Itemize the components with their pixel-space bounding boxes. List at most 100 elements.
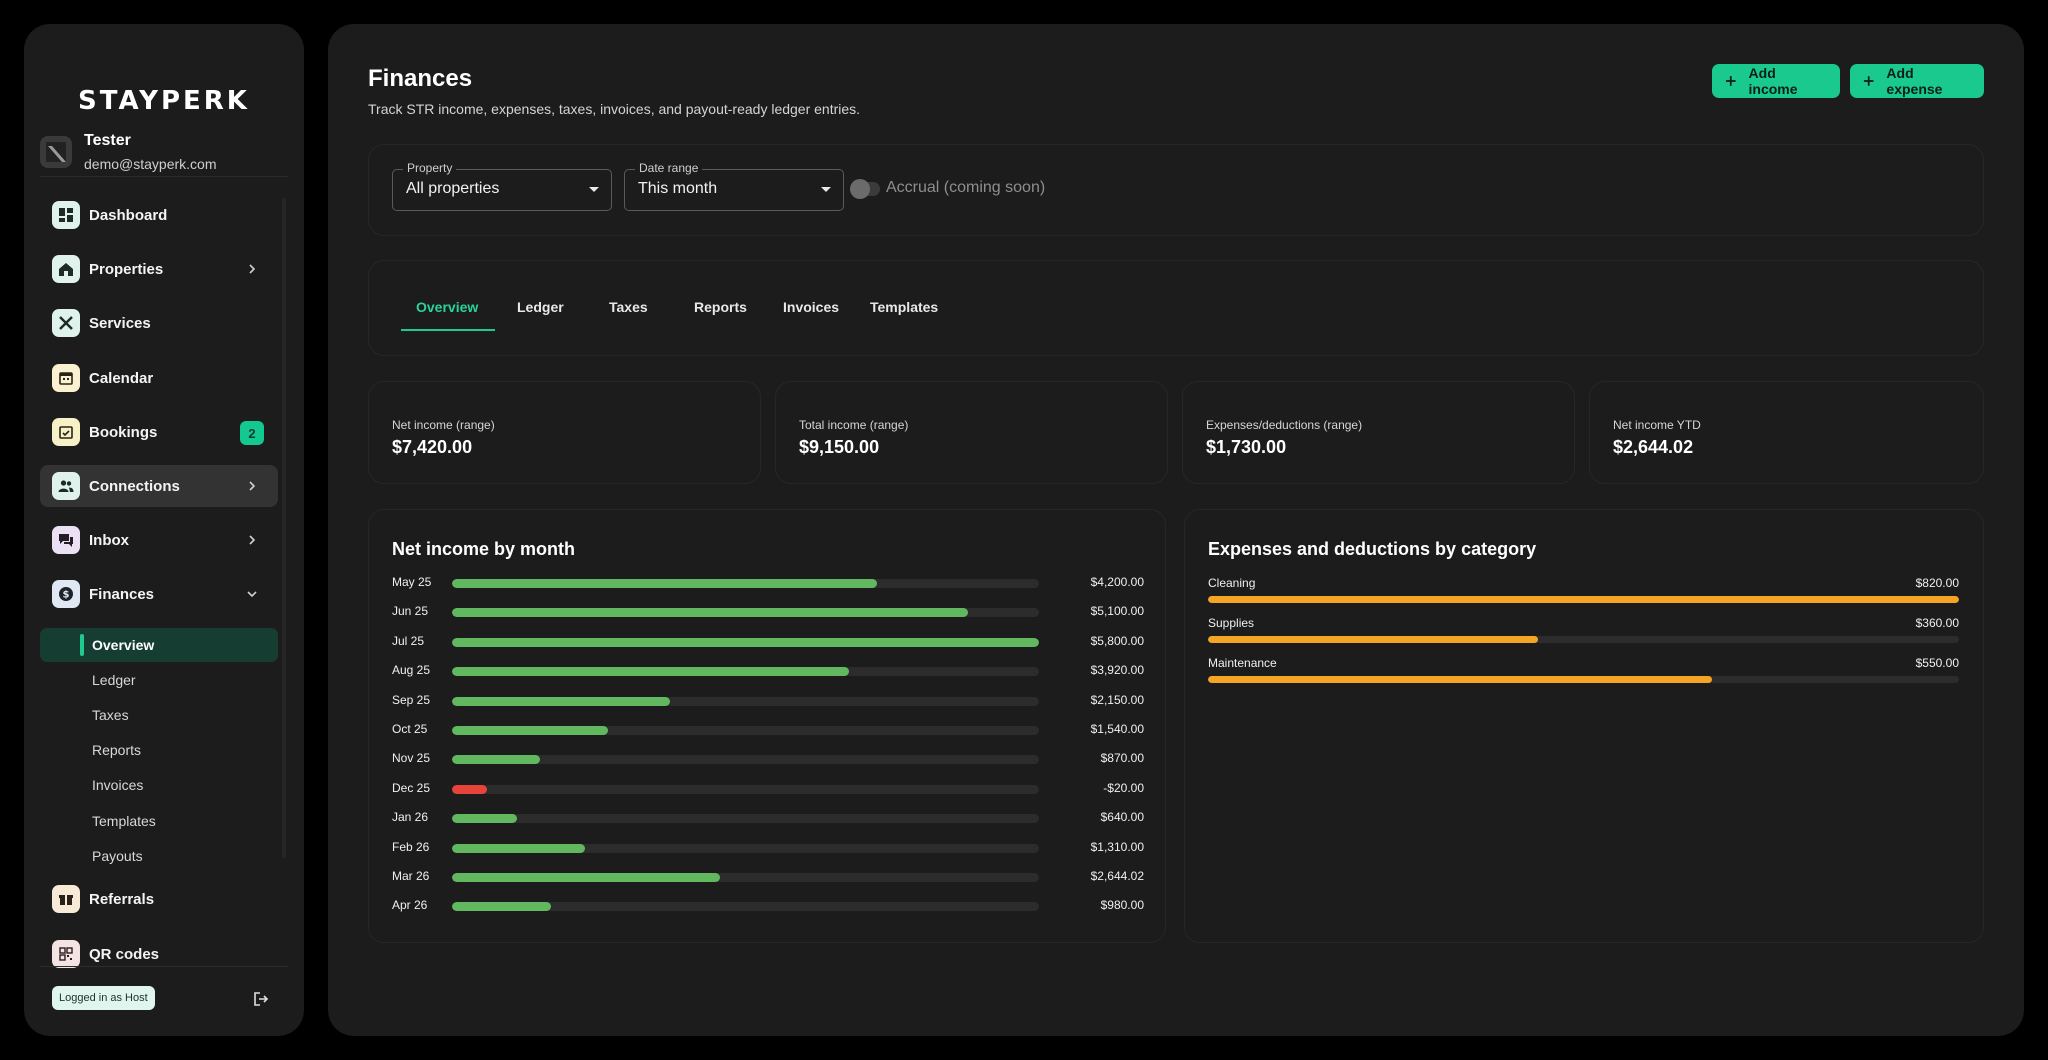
sidebar-item-referrals[interactable]: Referrals — [40, 878, 278, 920]
category-bar-track — [1208, 636, 1959, 643]
sidebar: STAYPERK Tester demo@stayperk.com Dashbo… — [24, 24, 304, 1036]
people-icon — [52, 472, 80, 500]
category-label: Cleaning — [1208, 576, 1256, 590]
finance-subitem-templates[interactable]: Templates — [92, 813, 156, 829]
calendar-check-icon — [52, 418, 80, 446]
finance-subitem-ledger[interactable]: Ledger — [92, 672, 136, 688]
month-value: $870.00 — [1100, 751, 1144, 766]
month-row: Feb 26 $1,310.00 — [392, 838, 1144, 856]
month-value: $2,644.02 — [1090, 869, 1144, 883]
month-bar — [452, 696, 670, 706]
brand-logo[interactable]: STAYPERK — [24, 88, 304, 114]
tab-taxes[interactable]: Taxes — [609, 299, 648, 315]
sidebar-item-finances[interactable]: $ Finances — [40, 573, 278, 615]
sidebar-item-label: Finances — [89, 585, 155, 603]
category-row: Supplies $360.00 — [1208, 616, 1959, 652]
stat-label: Total income (range) — [799, 418, 909, 432]
sidebar-item-qr-codes[interactable]: QR codes — [40, 933, 278, 975]
sidebar-divider — [40, 966, 288, 967]
month-bar — [452, 667, 849, 677]
month-value: $4,200.00 — [1090, 575, 1144, 589]
month-label: Mar 26 — [392, 869, 430, 883]
month-bar — [452, 608, 969, 618]
add-expense-label: Add expense — [1886, 65, 1943, 97]
chevron-right-icon[interactable] — [244, 261, 260, 277]
category-bar-track — [1208, 676, 1959, 683]
month-label: Dec 25 — [392, 780, 431, 795]
sidebar-item-label: Services — [89, 314, 151, 332]
month-bar-track — [452, 814, 1039, 824]
tab-overview[interactable]: Overview — [416, 299, 479, 315]
month-bar — [452, 873, 720, 882]
sidebar-item-inbox[interactable]: Inbox — [40, 519, 278, 561]
month-value: $640.00 — [1100, 810, 1144, 825]
filters-panel: Property All properties Date range This … — [368, 144, 1984, 236]
tab-templates[interactable]: Templates — [870, 299, 939, 315]
sidebar-item-bookings[interactable]: Bookings 2 — [40, 411, 278, 453]
add-income-button[interactable]: Add income — [1712, 64, 1840, 98]
plus-icon — [1725, 76, 1736, 86]
calendar-icon — [52, 364, 80, 392]
finance-subitem-reports[interactable]: Reports — [92, 742, 142, 758]
chart-title: Net income by month — [392, 539, 576, 559]
category-row: Cleaning $820.00 — [1208, 576, 1959, 612]
bookings-count-badge: 2 — [240, 421, 264, 445]
month-row: Mar 26 $2,644.02 — [392, 867, 1144, 885]
property-select[interactable]: Property All properties — [392, 161, 612, 211]
month-row: Sep 25 $2,150.00 — [392, 691, 1144, 709]
qr-code-icon — [52, 940, 80, 968]
date-range-label: Date range — [635, 161, 703, 175]
property-select-label: Property — [403, 161, 457, 175]
accrual-toggle[interactable] — [850, 179, 880, 199]
month-value: $2,150.00 — [1090, 692, 1144, 707]
finance-subitem-invoices[interactable]: Invoices — [92, 777, 144, 793]
category-bar — [1208, 636, 1538, 643]
month-bar — [452, 726, 608, 735]
month-label: May 25 — [392, 575, 432, 589]
month-value: $980.00 — [1100, 898, 1144, 913]
month-bar — [452, 843, 585, 853]
svg-text:$: $ — [63, 590, 70, 601]
stat-label: Expenses/deductions (range) — [1206, 418, 1363, 432]
month-label: Jan 26 — [392, 810, 429, 825]
month-bar-track — [452, 726, 1039, 735]
date-range-select[interactable]: Date range This month — [624, 161, 844, 211]
sidebar-divider — [40, 176, 288, 177]
sidebar-item-dashboard[interactable]: Dashboard — [40, 194, 278, 236]
sidebar-item-connections[interactable]: Connections — [40, 465, 278, 507]
month-value: -$20.00 — [1103, 780, 1144, 795]
month-label: Oct 25 — [392, 722, 428, 736]
accrual-toggle-label: Accrual (coming soon) — [886, 179, 1046, 196]
chevron-down-icon[interactable] — [244, 586, 260, 602]
month-bar — [452, 579, 878, 588]
dashboard-icon — [52, 201, 80, 229]
month-label: Aug 25 — [392, 663, 431, 678]
tab-reports[interactable]: Reports — [694, 299, 747, 315]
sidebar-item-calendar[interactable]: Calendar — [40, 357, 278, 399]
tab-invoices[interactable]: Invoices — [783, 299, 840, 315]
sidebar-item-services[interactable]: Services — [40, 302, 278, 344]
chevron-right-icon[interactable] — [244, 478, 260, 494]
category-label: Supplies — [1208, 616, 1255, 630]
chevron-right-icon[interactable] — [244, 532, 260, 548]
home-icon — [52, 255, 80, 283]
month-label: Feb 26 — [392, 839, 430, 854]
finance-tabs: Overview Ledger Taxes Reports Invoices T… — [368, 260, 1984, 356]
category-value: $820.00 — [1915, 576, 1959, 590]
chart-title: Expenses and deductions by category — [1208, 539, 1537, 559]
sidebar-item-properties[interactable]: Properties — [40, 248, 278, 290]
finance-subitem-payouts[interactable]: Payouts — [92, 848, 143, 864]
finance-subitem-overview[interactable]: Overview — [40, 628, 278, 662]
sidebar-scrollbar[interactable] — [282, 198, 286, 858]
sidebar-item-label: Connections — [89, 477, 180, 495]
user-profile[interactable]: Tester demo@stayperk.com — [40, 130, 290, 176]
add-expense-button[interactable]: Add expense — [1850, 64, 1984, 98]
logout-button[interactable] — [250, 988, 272, 1010]
stat-label: Net income YTD — [1613, 418, 1701, 432]
sidebar-item-label: Referrals — [89, 890, 155, 908]
month-bar-track — [452, 902, 1039, 912]
tab-ledger[interactable]: Ledger — [517, 299, 564, 315]
category-bar — [1208, 676, 1712, 683]
page-title: Finances — [368, 65, 473, 92]
finance-subitem-taxes[interactable]: Taxes — [92, 707, 129, 723]
